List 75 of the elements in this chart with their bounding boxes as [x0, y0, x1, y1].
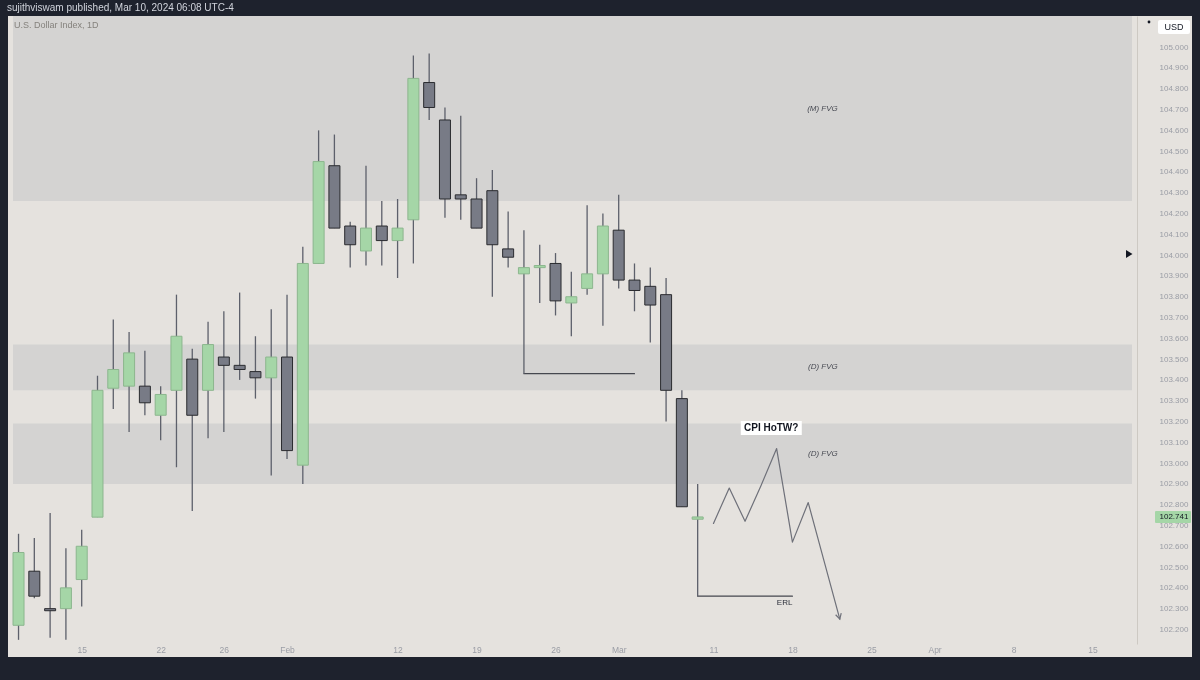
y-tick-label: 104.900	[1159, 63, 1189, 73]
candlestick	[359, 165, 372, 267]
candlestick	[644, 266, 657, 344]
candlestick	[375, 200, 388, 267]
series-label: ERL	[776, 598, 793, 608]
band-label: (D) FVG	[808, 362, 838, 372]
candlestick	[454, 115, 467, 221]
candlestick	[344, 221, 357, 269]
candlestick	[391, 198, 404, 279]
y-tick-label: 103.800	[1159, 292, 1189, 302]
x-tick-label: 18	[788, 644, 798, 655]
y-tick-label: 104.700	[1159, 105, 1189, 115]
y-tick-label: 104.300	[1159, 188, 1189, 198]
y-tick-label: 104.000	[1159, 250, 1189, 260]
candlestick	[691, 483, 704, 597]
x-tick-label: 8	[1011, 644, 1017, 655]
y-tick-label: 103.400	[1159, 375, 1189, 385]
y-tick-label: 102.741	[1159, 512, 1189, 522]
x-tick-label: Mar	[611, 644, 627, 655]
x-tick-label: 11	[709, 644, 719, 655]
x-tick-label: 12	[393, 644, 404, 655]
y-tick-label: 102.600	[1159, 541, 1189, 551]
y-tick-label: 102.500	[1159, 562, 1189, 572]
text: sujithviswam published, Mar 10, 2024 06:08 UTC-4	[7, 2, 234, 14]
y-tick-label: 102.700	[1159, 520, 1189, 530]
y-tick-label: 103.100	[1159, 437, 1189, 447]
y-tick-label: 103.900	[1159, 271, 1189, 281]
x-tick-label: 19	[472, 644, 483, 655]
candlestick	[138, 350, 151, 416]
candlestick	[628, 262, 641, 312]
candlestick	[233, 291, 246, 381]
band-label: (D) FVG	[808, 448, 838, 458]
y-tick-label: 104.500	[1159, 146, 1189, 156]
y-tick-label: 102.800	[1159, 500, 1189, 510]
x-tick-label: 15	[77, 644, 88, 655]
x-tick-label: Apr	[928, 644, 942, 655]
x-tick-label: 22	[156, 644, 167, 655]
y-tick-label: 103.500	[1159, 354, 1189, 364]
y-tick-label: 104.800	[1159, 84, 1189, 94]
y-tick-label: 104.100	[1159, 229, 1189, 239]
y-tick-label: 103.700	[1159, 313, 1189, 323]
line-series	[712, 447, 842, 620]
x-tick-label: 26	[219, 644, 230, 655]
x-tick-label: 26	[551, 644, 562, 655]
y-tick-label: 102.300	[1159, 604, 1189, 614]
candlestick	[265, 308, 278, 477]
candlestick	[517, 229, 530, 375]
annotation: CPI HoTW?	[740, 420, 802, 435]
y-tick-label: 103.300	[1159, 396, 1189, 406]
y-tick-label: 104.400	[1159, 167, 1189, 177]
candlestick	[154, 385, 167, 441]
band-label: (M) FVG	[807, 103, 838, 113]
y-tick-label: 103.000	[1159, 458, 1189, 468]
y-axis-title: USD	[1158, 20, 1190, 34]
candlestick	[217, 310, 230, 433]
candlestick	[107, 318, 120, 410]
y-tick-label: 104.200	[1159, 209, 1189, 219]
y-tick-label: 104.600	[1159, 125, 1189, 135]
y-tick-label: 102.900	[1159, 479, 1189, 489]
candlestick	[581, 204, 594, 296]
y-tick-label: 103.200	[1159, 417, 1189, 426]
y-tick-label: 102.200	[1159, 624, 1189, 634]
candlestick	[533, 244, 546, 304]
y-tick-label: 105.000	[1159, 42, 1189, 52]
x-tick-label: 25	[867, 644, 877, 655]
y-tick-label: 102.400	[1159, 583, 1189, 593]
candlestick	[565, 271, 578, 337]
candlestick	[44, 512, 57, 639]
candlestick	[249, 335, 262, 400]
y-tick-label: 103.600	[1159, 333, 1189, 343]
x-tick-label: 15	[1088, 644, 1099, 655]
candlestick	[59, 547, 72, 641]
x-tick-label: Feb	[280, 644, 296, 655]
candlestick	[502, 210, 515, 269]
chart-title: U.S. Dollar Index, 1D	[14, 20, 100, 30]
